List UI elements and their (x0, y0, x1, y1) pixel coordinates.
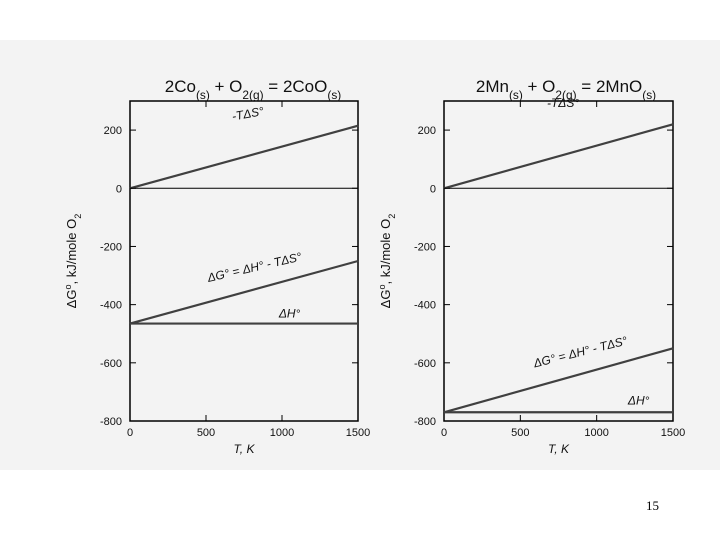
series-line-2 (443, 347, 674, 414)
y-tick-label: -600 (414, 358, 436, 370)
series-line-1 (443, 123, 674, 190)
scanned-figure-background (0, 40, 720, 470)
series-label-3: ΔH° (627, 393, 650, 407)
plot-frame (443, 100, 674, 422)
y-tick-label: -400 (100, 300, 122, 312)
plot-frame (129, 100, 359, 422)
x-axis-label: T, K (548, 442, 570, 456)
x-tick-label: 500 (197, 427, 215, 439)
y-tick-label: -800 (100, 416, 122, 428)
y-axis-label: ΔGo, kJ/mole O2 (377, 214, 397, 309)
series-line-2 (129, 259, 359, 325)
x-axis-label: T, K (234, 442, 256, 456)
series-label-1: -TΔS° (231, 104, 265, 123)
x-tick-label: 0 (127, 427, 133, 439)
series-line-1 (129, 124, 359, 190)
x-tick-label: 500 (511, 427, 529, 439)
y-tick-label: 0 (430, 183, 436, 195)
chart-title: 2Mn(s) + O2(g) = 2MnO(s) (476, 77, 656, 102)
chart-panel-2: 2Mn(s) + O2(g) = 2MnO(s) 200 0 -200 -400 -600… (377, 77, 685, 456)
chart-panel-1: 2Co(s) + O2(g) = 2CoO(s) 200 0 -200 -400 -600… (63, 77, 370, 456)
page-number: 15 (646, 498, 659, 513)
chart-title: 2Co(s) + O2(g) = 2CoO(s) (165, 77, 342, 102)
x-tick-label: 1500 (661, 427, 685, 439)
x-tick-label: 1000 (270, 427, 294, 439)
series-label-3: ΔH° (278, 307, 301, 321)
x-tick-label: 0 (441, 427, 447, 439)
x-tick-label: 1000 (584, 427, 608, 439)
y-tick-label: -200 (414, 241, 436, 253)
y-tick-label: 200 (104, 125, 122, 137)
series-label-1: -TΔS° (547, 96, 579, 110)
y-tick-label: -200 (100, 241, 122, 253)
y-tick-label: 200 (418, 125, 436, 137)
y-tick-label: -800 (414, 416, 436, 428)
x-tick-label: 1500 (346, 427, 370, 439)
y-tick-label: 0 (116, 183, 122, 195)
y-tick-label: -400 (414, 300, 436, 312)
y-axis-label: ΔGo, kJ/mole O2 (63, 214, 83, 309)
y-tick-label: -600 (100, 358, 122, 370)
